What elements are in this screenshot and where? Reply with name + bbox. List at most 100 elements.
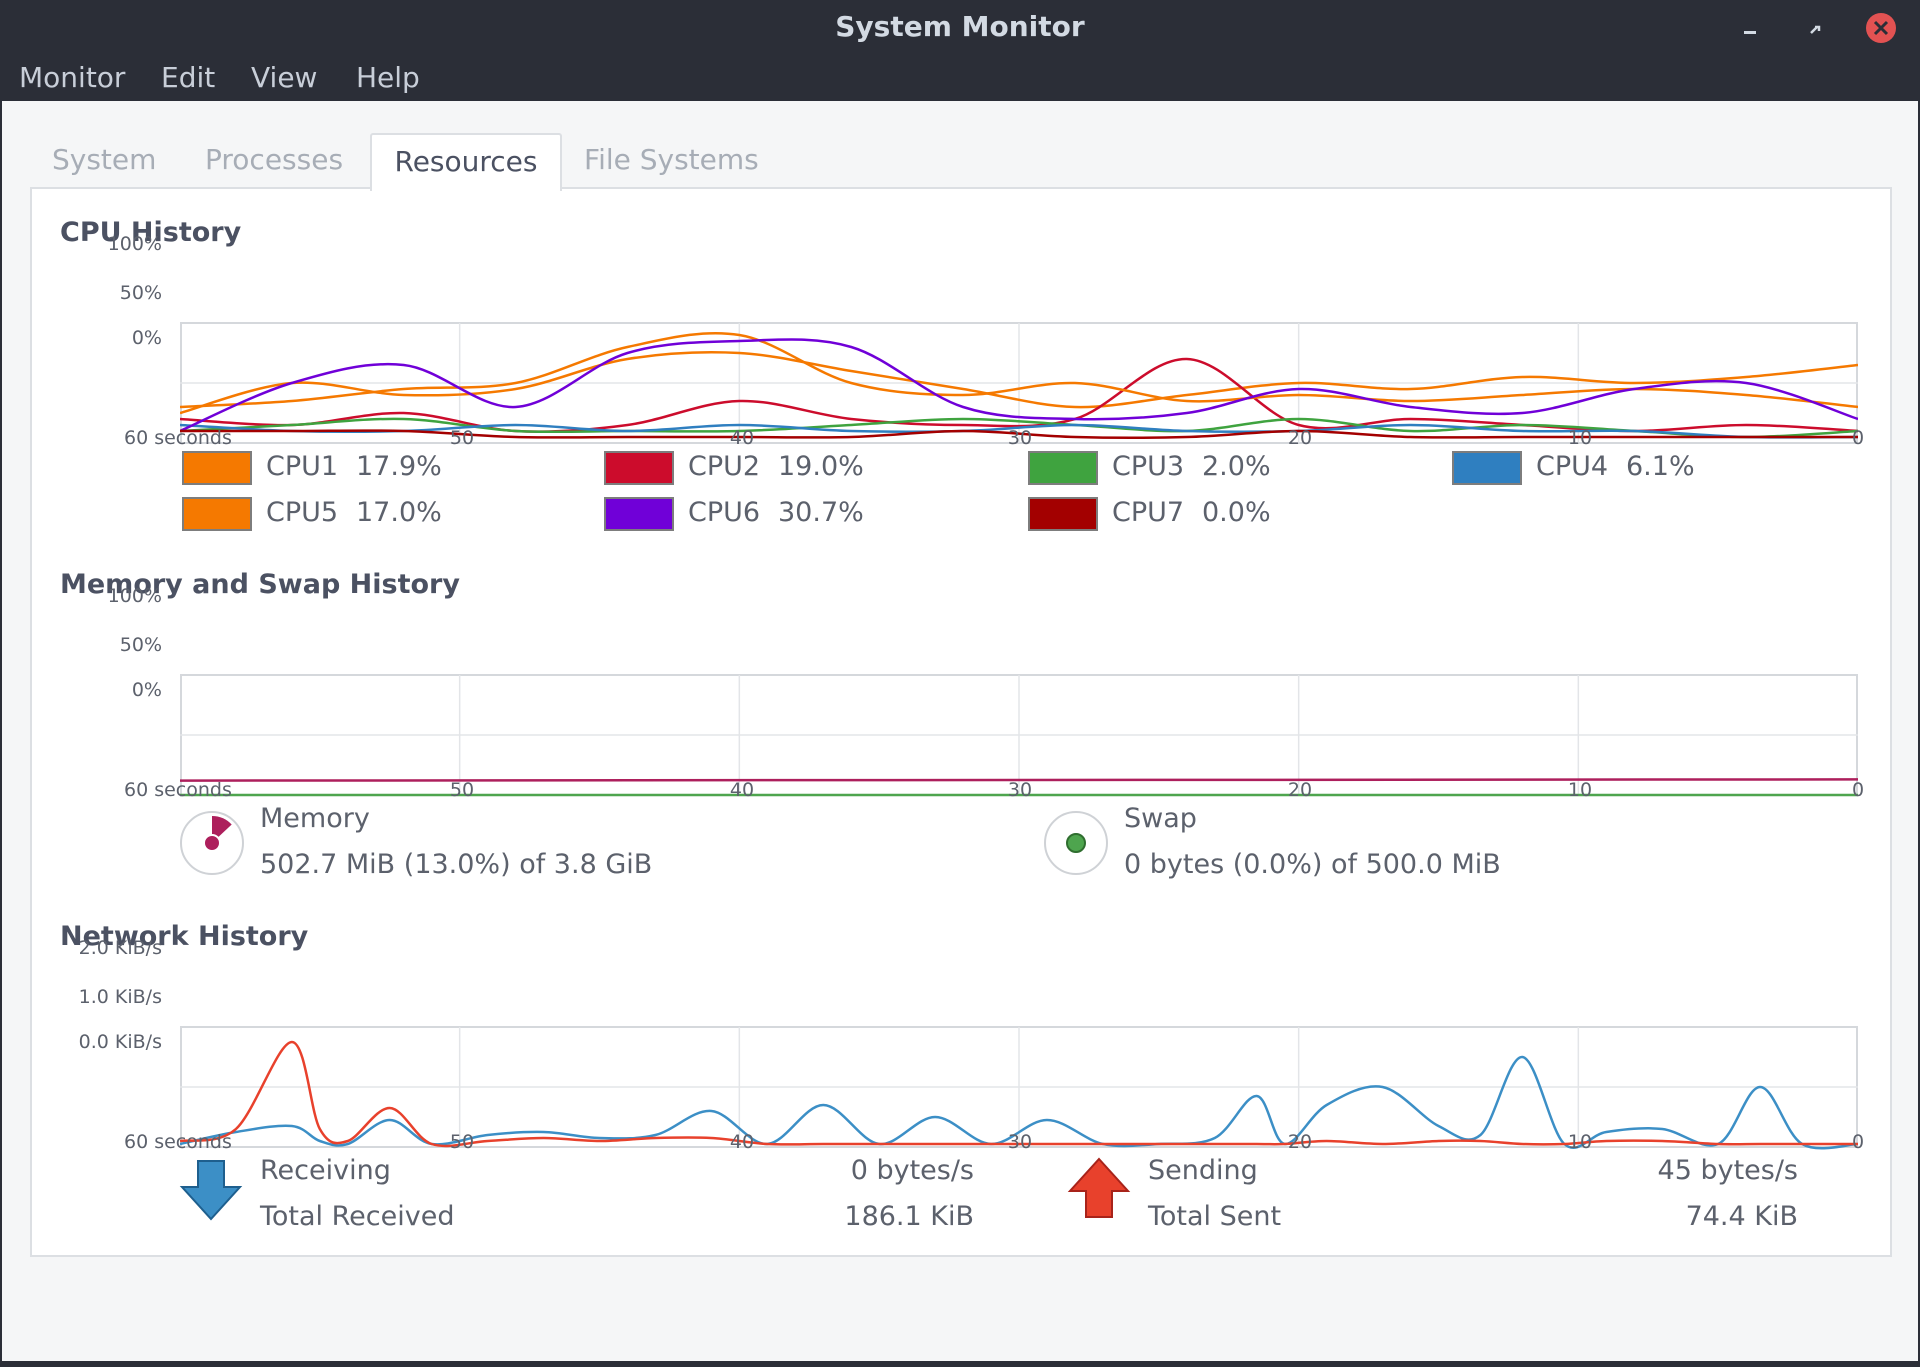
menu-edit[interactable]: Edit [161,61,216,94]
swap-value: 0 bytes (0.0%) of 500.0 MiB [1124,849,1501,880]
legend-value: 6.1% [1626,451,1695,482]
memory-x-tick: 30 [1007,779,1033,801]
legend-swatch[interactable] [182,497,252,531]
network-y-tick: 0.0 KiB/s [78,1031,162,1053]
series-cpu5 [180,331,1858,409]
legend-cpu1[interactable]: CPU1 17.9% [182,451,482,485]
legend-value: 17.9% [356,451,442,482]
legend-swatch[interactable] [604,497,674,531]
menu-monitor[interactable]: Monitor [19,61,126,94]
receiving-label: Receiving [260,1155,391,1186]
cpu-x-tick: 10 [1567,427,1593,449]
memory-x-tick: 50 [449,779,475,801]
legend-cpu3[interactable]: CPU3 2.0% [1028,451,1328,485]
legend-label: CPU4 [1536,451,1609,482]
series-sending [180,1040,1858,1148]
legend-value: 19.0% [778,451,864,482]
tab-processes[interactable]: Processes [205,143,344,176]
legend-swatch[interactable] [182,451,252,485]
legend-value: 30.7% [778,497,864,528]
tab-system[interactable]: System [52,143,157,176]
cpu-history-title: CPU History [60,217,242,248]
network-history-chart [180,1026,1858,1150]
legend-cpu4[interactable]: CPU4 6.1% [1452,451,1752,485]
legend-label: CPU1 [266,451,339,482]
cpu-x-tick: 30 [1007,427,1033,449]
network-x-tick: 20 [1287,1131,1313,1153]
cpu-y-tick: 50% [119,282,162,304]
memory-y-tick: 100% [107,585,162,607]
receiving-arrow-icon[interactable] [178,1157,244,1223]
legend-swatch[interactable] [1028,497,1098,531]
network-y-tick: 2.0 KiB/s [78,937,162,959]
series-cpu7 [180,429,1858,439]
network-x-tick: 30 [1007,1131,1033,1153]
legend-label: CPU3 [1112,451,1185,482]
legend-label: CPU6 [688,497,761,528]
legend-cpu7[interactable]: CPU7 0.0% [1028,497,1328,531]
network-x-tick: 10 [1567,1131,1593,1153]
legend-label: CPU5 [266,497,339,528]
cpu-x-tick: 40 [729,427,755,449]
resources-panel: CPU History 100% 50% 0% 60 seconds 50 40… [30,187,1892,1257]
memory-x-tick: 0 [1851,779,1865,801]
legend-cpu6[interactable]: CPU6 30.7% [604,497,904,531]
series-cpu6 [180,338,1858,433]
memory-y-tick: 0% [131,679,162,701]
total-received-value: 186.1 KiB [844,1201,974,1232]
receiving-value: 0 bytes/s [850,1155,974,1186]
legend-cpu2[interactable]: CPU2 19.0% [604,451,904,485]
total-sent-label: Total Sent [1148,1201,1282,1232]
memory-x-tick: 10 [1567,779,1593,801]
memory-history-chart [180,674,1858,797]
series-cpu1 [180,351,1858,415]
legend-label: CPU2 [688,451,761,482]
close-icon[interactable] [1864,11,1898,45]
cpu-y-tick: 0% [131,327,162,349]
legend-cpu5[interactable]: CPU5 17.0% [182,497,482,531]
network-x-tick: 0 [1851,1131,1865,1153]
total-received-label: Total Received [260,1201,455,1232]
tab-file-systems[interactable]: File Systems [584,143,759,176]
cpu-x-tick: 50 [449,427,475,449]
cpu-x-tick: 0 [1851,427,1865,449]
network-x-tick: 40 [729,1131,755,1153]
minimize-icon[interactable] [1734,11,1768,45]
maximize-icon[interactable] [1800,11,1834,45]
legend-value: 2.0% [1202,451,1271,482]
memory-x-tick: 20 [1287,779,1313,801]
legend-swatch[interactable] [604,451,674,485]
cpu-history-chart [180,322,1858,444]
legend-swatch[interactable] [1028,451,1098,485]
cpu-x-tick: 60 seconds [124,427,232,449]
swap-pie-icon[interactable] [1042,809,1110,877]
network-x-tick: 60 seconds [124,1131,232,1153]
series-cpu4 [180,423,1858,439]
content-area: System Processes File Systems CPU Histor… [2,101,1918,1361]
cpu-y-tick: 100% [107,233,162,255]
series-cpu3 [180,417,1858,439]
tab-resources[interactable]: Resources [370,133,562,191]
memory-y-tick: 50% [119,634,162,656]
network-y-tick: 1.0 KiB/s [78,986,162,1008]
network-x-tick: 50 [449,1131,475,1153]
memory-value: 502.7 MiB (13.0%) of 3.8 GiB [260,849,653,880]
swap-label: Swap [1124,803,1197,834]
menu-view[interactable]: View [251,61,318,94]
sending-value: 45 bytes/s [1657,1155,1798,1186]
title-bar[interactable]: System Monitor [0,0,1920,55]
memory-history-title: Memory and Swap History [60,569,460,600]
cpu-x-tick: 20 [1287,427,1313,449]
legend-swatch[interactable] [1452,451,1522,485]
memory-pie-icon[interactable] [178,809,246,877]
total-sent-value: 74.4 KiB [1685,1201,1798,1232]
legend-value: 0.0% [1202,497,1271,528]
memory-label: Memory [260,803,370,834]
menu-bar: Monitor Edit View Help [0,55,1920,100]
sending-arrow-icon[interactable] [1066,1155,1132,1221]
memory-x-tick: 40 [729,779,755,801]
memory-x-tick: 60 seconds [124,779,232,801]
menu-help[interactable]: Help [356,61,420,94]
legend-label: CPU7 [1112,497,1185,528]
